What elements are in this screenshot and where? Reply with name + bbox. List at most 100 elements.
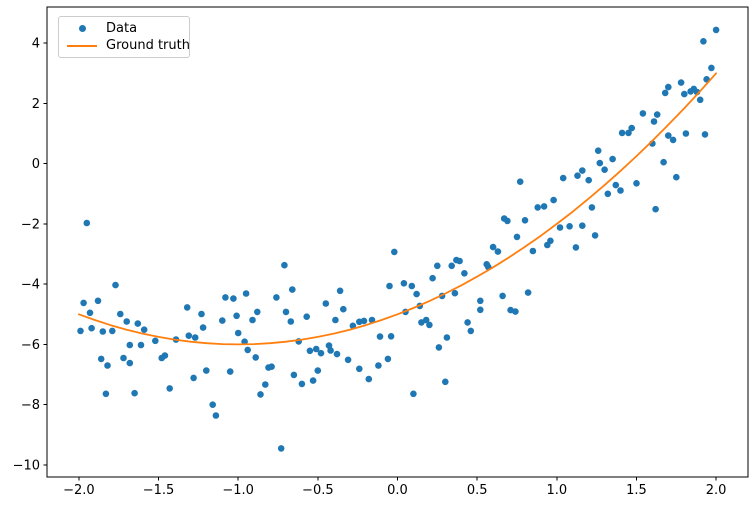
data-point bbox=[591, 232, 599, 239]
data-point bbox=[199, 324, 207, 331]
data-point bbox=[242, 290, 250, 297]
data-point bbox=[333, 350, 341, 358]
data-point bbox=[273, 294, 280, 301]
data-point bbox=[117, 310, 124, 318]
data-point bbox=[277, 445, 285, 452]
data-point bbox=[86, 309, 94, 317]
data-point bbox=[609, 155, 616, 163]
x-tick-label: 2.0 bbox=[706, 483, 727, 498]
data-point bbox=[112, 281, 119, 289]
data-point bbox=[451, 289, 459, 297]
data-point bbox=[677, 79, 685, 86]
data-point bbox=[126, 341, 134, 349]
data-point bbox=[540, 203, 548, 210]
legend-label-data: Data bbox=[106, 21, 138, 36]
y-tick-label: −6 bbox=[21, 338, 40, 353]
data-point bbox=[94, 297, 102, 305]
data-point bbox=[499, 292, 506, 300]
data-point bbox=[574, 172, 581, 179]
axes-frame bbox=[46, 6, 749, 478]
x-tick-label: 1.5 bbox=[626, 483, 647, 498]
data-point bbox=[572, 244, 580, 251]
data-point bbox=[375, 362, 382, 369]
x-tick-label: 0.0 bbox=[387, 483, 408, 498]
data-point bbox=[504, 217, 511, 225]
data-point bbox=[617, 187, 624, 194]
data-point bbox=[665, 132, 672, 139]
data-point bbox=[80, 299, 87, 307]
data-point bbox=[467, 327, 475, 335]
data-point bbox=[681, 90, 688, 98]
data-point bbox=[281, 261, 288, 269]
data-point bbox=[601, 166, 608, 173]
x-tick-label: −1.0 bbox=[222, 483, 254, 498]
legend: Data Ground truth bbox=[58, 16, 190, 58]
data-point bbox=[534, 204, 541, 211]
data-point bbox=[252, 354, 259, 361]
data-point bbox=[244, 346, 251, 354]
data-point bbox=[489, 243, 497, 251]
data-point bbox=[303, 313, 311, 321]
data-point bbox=[104, 362, 111, 369]
data-point bbox=[376, 333, 384, 340]
y-tick-label: −2 bbox=[21, 217, 40, 232]
data-point bbox=[639, 110, 647, 117]
legend-item-data: Data bbox=[65, 20, 181, 37]
data-point bbox=[262, 381, 269, 388]
data-point bbox=[134, 320, 142, 327]
data-point bbox=[633, 180, 640, 187]
data-point bbox=[222, 294, 229, 301]
y-tick-label: −10 bbox=[13, 458, 40, 473]
legend-label-ground-truth: Ground truth bbox=[106, 38, 190, 53]
data-point bbox=[612, 181, 620, 189]
data-point bbox=[203, 367, 210, 374]
data-point bbox=[434, 262, 441, 270]
data-point bbox=[512, 308, 519, 315]
data-point bbox=[290, 371, 298, 379]
data-point bbox=[102, 390, 110, 398]
data-point bbox=[83, 219, 91, 227]
data-point bbox=[230, 295, 237, 302]
data-point bbox=[332, 316, 339, 324]
data-point bbox=[559, 174, 567, 182]
data-point bbox=[443, 334, 451, 341]
data-point bbox=[120, 354, 127, 362]
data-point bbox=[257, 391, 264, 398]
data-point bbox=[550, 196, 557, 204]
data-point bbox=[97, 355, 105, 363]
data-point bbox=[356, 365, 363, 373]
data-point bbox=[212, 412, 220, 419]
data-point bbox=[701, 131, 709, 138]
data-point bbox=[547, 237, 554, 245]
data-point bbox=[298, 380, 306, 388]
y-tick-label: −4 bbox=[21, 278, 40, 293]
data-point bbox=[327, 347, 334, 354]
data-point bbox=[682, 130, 690, 137]
data-point bbox=[322, 300, 330, 307]
data-point bbox=[494, 248, 502, 255]
data-point bbox=[477, 297, 484, 305]
y-tick-label: 2 bbox=[32, 97, 40, 112]
data-point bbox=[596, 159, 604, 167]
data-point bbox=[268, 363, 275, 371]
data-point bbox=[309, 377, 317, 384]
data-point bbox=[700, 38, 707, 45]
data-point bbox=[365, 375, 373, 383]
data-point bbox=[386, 282, 393, 290]
data-point bbox=[391, 248, 398, 256]
data-point bbox=[408, 282, 416, 290]
data-point bbox=[209, 401, 216, 409]
data-point bbox=[140, 326, 148, 334]
data-point bbox=[226, 368, 234, 375]
data-point bbox=[137, 341, 145, 349]
line-marker-icon bbox=[65, 44, 99, 47]
data-point bbox=[585, 176, 592, 184]
data-point bbox=[464, 319, 471, 326]
data-point bbox=[306, 347, 314, 355]
data-point bbox=[653, 111, 661, 118]
data-point bbox=[566, 223, 573, 230]
y-tick-label: 0 bbox=[32, 157, 40, 172]
data-point bbox=[190, 374, 197, 382]
data-point bbox=[513, 233, 521, 241]
